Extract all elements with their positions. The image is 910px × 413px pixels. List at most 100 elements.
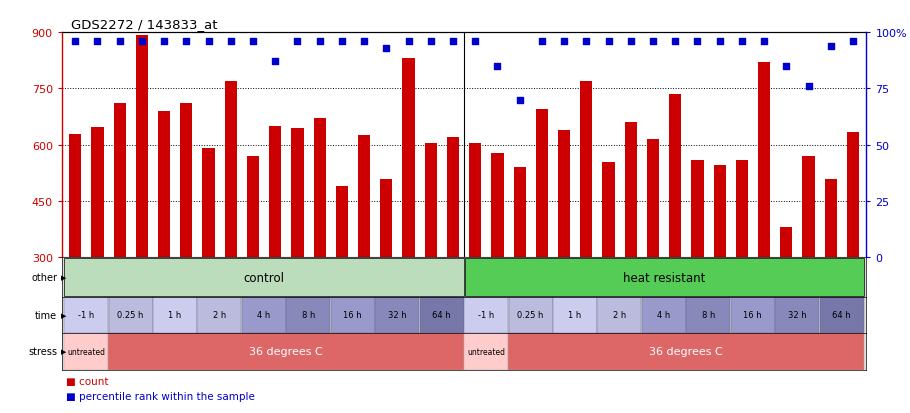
Bar	[820, 297, 864, 333]
Point	[557, 39, 571, 45]
Text: 0.25 h: 0.25 h	[518, 311, 544, 320]
Text: 64 h: 64 h	[432, 311, 451, 320]
Bar	[358, 136, 370, 258]
Point	[224, 39, 238, 45]
Text: 32 h: 32 h	[388, 311, 407, 320]
Text: control: control	[244, 271, 285, 284]
Text: 2 h: 2 h	[612, 311, 626, 320]
Bar	[202, 149, 215, 258]
Point	[446, 39, 460, 45]
Text: 2 h: 2 h	[213, 311, 226, 320]
Text: 1 h: 1 h	[569, 311, 581, 320]
Bar	[314, 119, 326, 258]
Bar	[114, 104, 126, 258]
Point	[423, 39, 438, 45]
Text: ▶: ▶	[61, 312, 66, 318]
Text: 4 h: 4 h	[657, 311, 671, 320]
Bar	[775, 297, 819, 333]
Text: stress: stress	[28, 347, 57, 356]
Point	[268, 59, 282, 66]
Point	[734, 39, 749, 45]
Bar	[581, 82, 592, 258]
Bar	[158, 112, 170, 258]
Bar	[247, 157, 259, 258]
Bar	[491, 154, 503, 258]
Bar	[758, 63, 770, 258]
Point	[68, 39, 83, 45]
Text: ■ percentile rank within the sample: ■ percentile rank within the sample	[66, 391, 256, 401]
Point	[534, 39, 549, 45]
Bar	[64, 259, 464, 296]
Bar	[803, 157, 814, 258]
Bar	[380, 179, 392, 258]
Point	[357, 39, 371, 45]
Text: 64 h: 64 h	[833, 311, 851, 320]
Text: ▶: ▶	[61, 349, 66, 354]
Point	[845, 39, 860, 45]
Bar	[624, 123, 637, 258]
Point	[312, 39, 327, 45]
Bar	[336, 187, 348, 258]
Text: 36 degrees C: 36 degrees C	[249, 347, 323, 356]
Bar	[847, 132, 859, 258]
Text: 8 h: 8 h	[301, 311, 315, 320]
Bar	[509, 297, 552, 333]
Point	[623, 39, 638, 45]
Point	[602, 39, 616, 45]
Point	[468, 39, 482, 45]
Bar	[669, 95, 682, 258]
Point	[668, 39, 682, 45]
Point	[490, 64, 505, 70]
Bar	[108, 333, 464, 370]
Bar	[91, 127, 104, 258]
Text: -1 h: -1 h	[478, 311, 494, 320]
Point	[646, 39, 661, 45]
Text: 8 h: 8 h	[702, 311, 715, 320]
Text: untreated: untreated	[67, 347, 105, 356]
Point	[713, 39, 727, 45]
Point	[690, 39, 704, 45]
Point	[512, 97, 527, 104]
Bar	[291, 128, 304, 258]
Bar	[197, 297, 241, 333]
Bar	[330, 297, 375, 333]
Bar	[402, 59, 415, 258]
Text: time: time	[35, 310, 57, 320]
Text: heat resistant: heat resistant	[623, 271, 705, 284]
Bar	[269, 127, 281, 258]
Bar	[180, 104, 192, 258]
Bar	[780, 228, 793, 258]
Point	[157, 39, 171, 45]
Bar	[824, 179, 837, 258]
Bar	[242, 297, 286, 333]
Bar	[64, 297, 108, 333]
Text: 32 h: 32 h	[788, 311, 806, 320]
Bar	[64, 333, 108, 370]
Bar	[553, 297, 597, 333]
Text: 4 h: 4 h	[258, 311, 270, 320]
Bar	[136, 36, 148, 258]
Bar	[464, 333, 508, 370]
Point	[246, 39, 260, 45]
Text: 16 h: 16 h	[343, 311, 362, 320]
Bar	[69, 135, 81, 258]
Text: 36 degrees C: 36 degrees C	[649, 347, 723, 356]
Bar	[513, 168, 526, 258]
Bar	[736, 160, 748, 258]
Bar	[108, 297, 153, 333]
Point	[201, 39, 216, 45]
Bar	[598, 297, 642, 333]
Text: 1 h: 1 h	[168, 311, 182, 320]
Bar	[692, 160, 703, 258]
Point	[179, 39, 194, 45]
Text: other: other	[31, 272, 57, 282]
Bar	[375, 297, 420, 333]
Bar	[713, 166, 726, 258]
Bar	[464, 259, 864, 296]
Bar	[536, 110, 548, 258]
Bar	[420, 297, 464, 333]
Bar	[508, 333, 864, 370]
Point	[401, 39, 416, 45]
Point	[579, 39, 593, 45]
Point	[379, 45, 394, 52]
